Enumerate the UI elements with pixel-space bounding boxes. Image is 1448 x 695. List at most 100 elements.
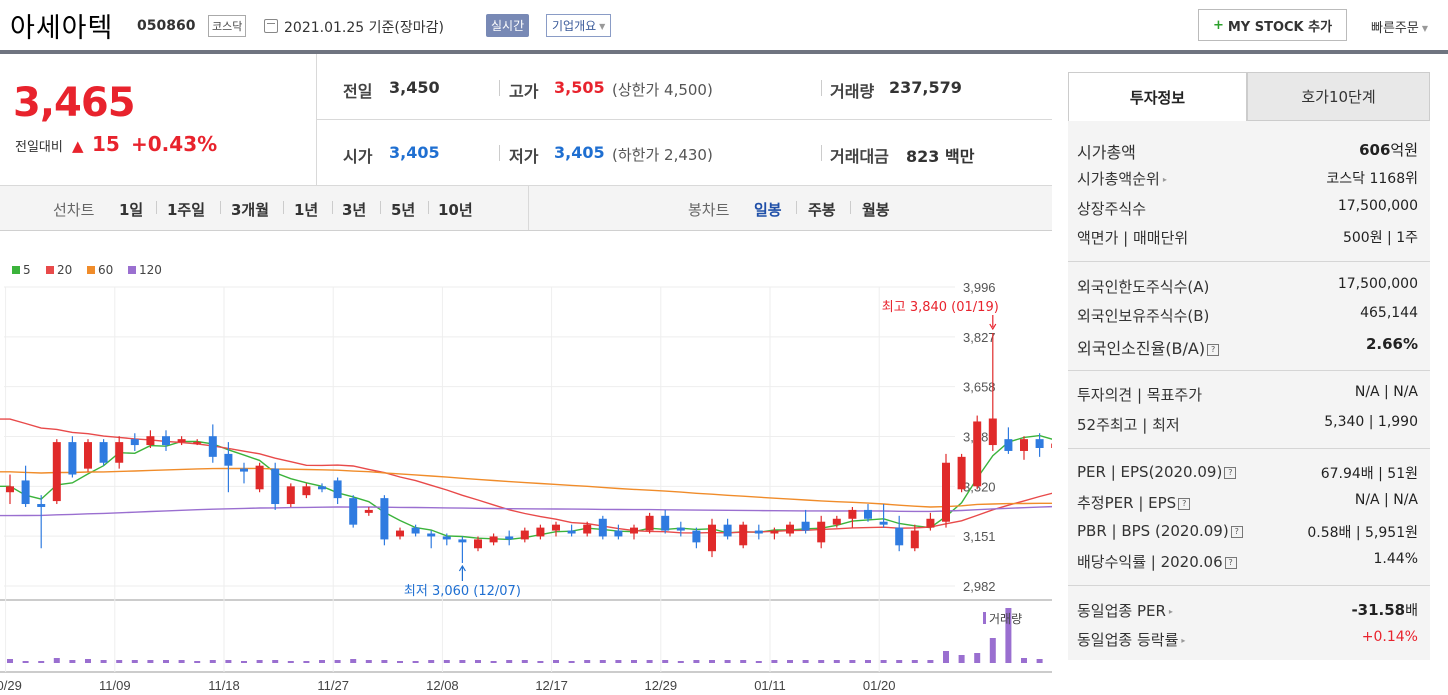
volume-bar (740, 660, 747, 663)
divider (220, 201, 221, 214)
tab-10y[interactable]: 10년 (438, 201, 473, 219)
tab-weekly[interactable]: 주봉 (808, 201, 836, 219)
volume-bar (771, 660, 778, 663)
volume-bar (53, 658, 60, 663)
help-icon[interactable]: ? (1230, 525, 1243, 538)
chevron-down-icon: ▼ (1421, 24, 1428, 33)
high-arrowhead (989, 323, 997, 331)
candle-body (411, 527, 420, 534)
info-label: 액면가 | 매매단위 (1077, 229, 1189, 247)
info-row-foreign-holding: 외국인보유주식수(B) 465,144 (1068, 305, 1430, 329)
info-label: 시가총액 (1077, 143, 1136, 162)
info-label-text: 배당수익률 | 2020.06 (1077, 553, 1223, 571)
candlestick-chart[interactable]: 3,9963,8273,6583,4893,3203,1512,98210/29… (0, 232, 1052, 695)
volume-bar (1021, 658, 1027, 663)
candle-body (864, 509, 872, 519)
info-value: 0.58배 | 5,951원 (1307, 525, 1418, 541)
high-value: 3,505 (554, 78, 605, 97)
low-annotation: 최저 3,060 (12/07) (404, 584, 521, 599)
volume-bar (7, 659, 13, 663)
open-value: 3,405 (389, 143, 440, 162)
vs-prev-label: 전일대비 (15, 140, 63, 155)
info-label: 동일업종 등락률 ▸ (1077, 629, 1185, 650)
tab-order-book[interactable]: 호가10단계 (1247, 72, 1430, 121)
tab-3m[interactable]: 3개월 (231, 201, 270, 219)
candle-body (52, 442, 61, 502)
tab-1d[interactable]: 1일 (119, 201, 144, 219)
candle-body (879, 521, 888, 525)
candle-body (442, 536, 451, 540)
title-bar: 아세아텍 050860 코스닥 2021.01.25 기준(장마감) 실시간 기… (0, 0, 1448, 50)
tab-investment-info[interactable]: 투자정보 (1068, 72, 1247, 121)
tab-5y[interactable]: 5년 (391, 201, 416, 219)
help-icon[interactable]: ? (1224, 556, 1237, 569)
volume-bar (521, 660, 528, 663)
candle-body (1051, 443, 1052, 448)
divider (283, 201, 284, 214)
tab-3y[interactable]: 3년 (342, 201, 367, 219)
candle-body (333, 480, 342, 499)
help-icon[interactable]: ? (1178, 497, 1191, 510)
volume-bar (631, 660, 637, 663)
candle-body (988, 418, 997, 446)
volume-bar (209, 660, 216, 663)
tab-1w[interactable]: 1주일 (167, 201, 206, 219)
chart-period-bar: 선차트 1일 1주일 3개월 1년 3년 5년 10년 봉차트 일봉 주봉 월봉 (0, 186, 1052, 231)
header-divider (0, 50, 1448, 54)
candle-body (848, 509, 857, 519)
info-label: PBR | BPS (2020.09)? (1077, 522, 1243, 540)
volume-bar (974, 653, 981, 663)
candle-body (1035, 439, 1044, 448)
up-arrow-icon: ▲ (72, 137, 84, 155)
volume-bar (896, 660, 903, 663)
y-tick-label: 3,996 (963, 280, 996, 295)
help-icon[interactable]: ? (1207, 343, 1220, 356)
info-label-text: 시가총액순위 (1077, 170, 1160, 188)
info-row-sector-per[interactable]: 동일업종 PER ▸ -31.58배 (1068, 600, 1430, 624)
y-tick-label: 2,982 (963, 579, 996, 594)
date-text: 2021.01.25 기준(장마감) (284, 20, 444, 36)
help-icon[interactable]: ? (1224, 466, 1237, 479)
volume-bar (599, 660, 606, 663)
chevron-right-icon: ▸ (1181, 636, 1186, 645)
divider (499, 145, 500, 161)
volume-bar (178, 660, 185, 663)
info-row-market-cap: 시가총액 606억원 (1068, 139, 1430, 163)
volume-bar (163, 660, 169, 663)
quick-order-button[interactable]: 빠른주문 ▼ (1371, 17, 1428, 36)
info-row-52week: 52주최고 | 최저 5,340 | 1,990 (1068, 414, 1430, 438)
legend-label: 60 (98, 263, 113, 277)
volume-bar (69, 660, 76, 663)
volume-bar (319, 660, 325, 663)
volume-bar (911, 660, 918, 663)
info-label: 배당수익률 | 2020.06? (1077, 551, 1237, 572)
volume-bar (927, 660, 934, 663)
candle-body (630, 527, 638, 534)
company-info-dropdown[interactable]: 기업개요 ▼ (546, 14, 612, 37)
legend-label: 20 (57, 263, 72, 277)
info-row-cap-rank[interactable]: 시가총액순위 ▸ 코스닥 1168위 (1068, 168, 1430, 192)
info-row-foreign-ratio: 외국인소진율(B/A)? 2.66% (1068, 335, 1430, 359)
candle-body (489, 536, 498, 543)
volume-bar (225, 660, 232, 663)
candle-body (21, 480, 30, 505)
candle-body (364, 509, 373, 513)
quick-order-label: 빠른주문 (1371, 21, 1419, 36)
tab-1y[interactable]: 1년 (294, 201, 319, 219)
volume-bar (256, 660, 263, 663)
prev-close-value: 3,450 (389, 78, 440, 97)
info-label: PER | EPS(2020.09)? (1077, 463, 1237, 481)
info-row-pbr: PBR | BPS (2020.09)? 0.58배 | 5,951원 (1068, 522, 1430, 546)
candle-body (427, 533, 436, 537)
candle-body (942, 462, 950, 522)
mystock-add-button[interactable]: + MY STOCK 추가 (1198, 9, 1347, 41)
volume-bar (865, 660, 871, 663)
volume-bar (100, 660, 107, 663)
tab-daily[interactable]: 일봉 (754, 201, 782, 219)
tab-monthly[interactable]: 월봉 (862, 201, 890, 219)
divider (156, 201, 157, 214)
realtime-button[interactable]: 실시간 (486, 14, 530, 37)
info-row-sector-change[interactable]: 동일업종 등락률 ▸ +0.14% (1068, 629, 1430, 653)
info-row-est-per: 추정PER | EPS? N/A | N/A (1068, 492, 1430, 516)
volume-bar (506, 660, 513, 663)
